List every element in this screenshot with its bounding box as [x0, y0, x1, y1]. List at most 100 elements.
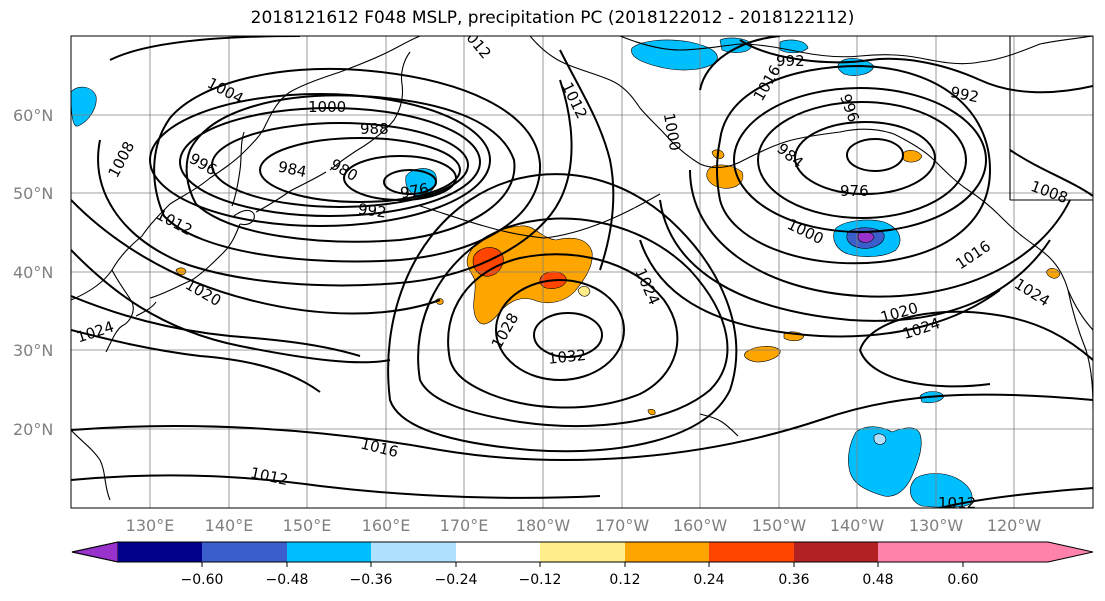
isobar-low-west-992 — [179, 107, 481, 217]
precipitation-fills — [71, 37, 1061, 508]
isobar-low-west-984 — [259, 137, 461, 203]
contour-label: 1000 — [308, 98, 346, 116]
colorbar-tick-label: 0.48 — [862, 572, 893, 588]
coast-china-south — [71, 429, 111, 501]
isobar-low-east-1000 — [716, 64, 992, 265]
contour-label: 988 — [360, 120, 389, 138]
colorbar-tick-label: −0.12 — [519, 572, 562, 588]
colorbar-segment — [456, 542, 540, 562]
precip-blob-california-positive — [1045, 268, 1061, 279]
precip-blob-nw-corner-negative — [71, 86, 97, 127]
coast-hawaii — [699, 413, 739, 437]
precip-blob-alaska-positive — [901, 150, 923, 163]
lat-label: 20°N — [13, 420, 53, 439]
coast-japan-kyushu — [135, 301, 157, 317]
colorbar-outline — [71, 541, 1094, 563]
isobar-low-west-976 — [383, 169, 437, 195]
lat-label: 30°N — [13, 341, 53, 360]
colorbar-tick-label: −0.36 — [350, 572, 393, 588]
colorbar-tick-label: 0.60 — [947, 572, 978, 588]
coast-aleutians — [419, 193, 661, 239]
colorbar-segment — [794, 542, 878, 562]
colorbar-tick-label: −0.60 — [181, 572, 224, 588]
isobar-east-1020 — [639, 239, 1001, 338]
isobar-east-1024 — [859, 310, 1093, 388]
precip-blob-gulf-positive — [706, 164, 744, 189]
coast-japan-honshu — [149, 223, 241, 299]
colorbar-tick-label: 0.24 — [693, 572, 724, 588]
colorbar-segment — [371, 542, 456, 562]
contour-label: 976 — [399, 180, 430, 203]
graticule — [71, 36, 1093, 508]
precip-blob-tiny-positive-2 — [647, 408, 656, 416]
figure-title: 2018121612 F048 MSLP, precipitation PC (… — [250, 8, 855, 28]
colorbar: −0.60 −0.48 −0.36 −0.24 −0.12 0.12 0.24 … — [71, 541, 1094, 588]
longitude-labels: 130°E 140°E 150°E 160°E 170°E 180°W 170°… — [126, 516, 1042, 535]
lon-label: 160°E — [362, 516, 411, 535]
isobar-low-west-996 — [149, 93, 491, 227]
colorbar-segment — [202, 542, 287, 562]
lat-label: 60°N — [13, 106, 53, 125]
isobar-high-1024 — [447, 253, 679, 409]
coast-canada-boundary — [1009, 36, 1093, 201]
contour-label: 992 — [357, 200, 388, 222]
map-area: 1004 1000 988 984 980 976 992 996 1008 1… — [70, 35, 1094, 512]
contour-label: 992 — [949, 83, 981, 107]
colorbar-ticks — [201, 562, 964, 567]
coast-bc-coast — [997, 213, 1093, 331]
isobar-south-1012 — [71, 474, 601, 499]
isobar-south-1012-east — [939, 487, 1093, 508]
lat-label: 50°N — [13, 184, 53, 203]
lon-label: 170°E — [440, 516, 489, 535]
coast-bering — [529, 36, 671, 141]
map-frame — [70, 35, 1094, 509]
colorbar-segment — [118, 542, 202, 562]
coast-sakhalin — [231, 131, 245, 207]
lon-label: 180°W — [516, 516, 571, 535]
colorbar-tick-label: 0.12 — [609, 572, 640, 588]
colorbar-tick-label: −0.48 — [266, 572, 309, 588]
isobar-west-1012 — [71, 199, 441, 315]
colorbar-segment — [625, 542, 709, 562]
isobar-low-west-988 — [211, 122, 469, 208]
lon-label: 150°W — [752, 516, 807, 535]
lon-label: 130°W — [909, 516, 964, 535]
isobar-low-west-1000 — [185, 94, 516, 243]
lon-label: 170°W — [595, 516, 650, 535]
coast-arctic-north — [619, 36, 1093, 65]
colorbar-segment — [540, 542, 625, 562]
isobar-south-1016 — [71, 393, 1093, 461]
isobar-west-1024 — [71, 329, 321, 393]
lon-label: 150°E — [283, 516, 332, 535]
isobar-west-1020 — [71, 295, 361, 357]
lon-label: 120°W — [987, 516, 1042, 535]
precip-blob-hawaii-east-negative-1 — [848, 426, 922, 497]
lon-label: 160°W — [673, 516, 728, 535]
colorbar-tick-label: −0.24 — [435, 572, 478, 588]
colorbar-segment — [71, 541, 119, 563]
precip-blob-yellow-edge — [577, 286, 591, 297]
isobar-low-west-1004 — [153, 67, 542, 263]
isobar-east-1012 — [1009, 149, 1093, 197]
isobars — [71, 36, 1093, 508]
isobar-east-1016 — [659, 199, 1051, 322]
contour-label: 992 — [776, 52, 805, 70]
contour-label: 1012 — [938, 494, 976, 512]
isobar-west-1016 — [71, 249, 391, 364]
lon-label: 140°E — [205, 516, 254, 535]
coast-kurils — [255, 171, 327, 213]
coast-kamchatka — [329, 51, 411, 171]
colorbar-tick-label: 0.36 — [778, 572, 809, 588]
contour-label: 976 — [840, 182, 869, 200]
colorbar-segment — [709, 542, 794, 562]
contour-label: 984 — [276, 158, 308, 182]
isobar-low-east-984 — [794, 121, 936, 195]
colorbar-segment — [878, 542, 1093, 562]
precip-blob-hawaii-east-negative-2 — [910, 473, 973, 508]
coast-hokkaido — [233, 209, 255, 226]
isobar-arctic-1012 — [559, 49, 615, 271]
isobar-high-1020 — [417, 217, 729, 428]
lon-label: 130°E — [126, 516, 175, 535]
lon-label: 140°W — [830, 516, 885, 535]
